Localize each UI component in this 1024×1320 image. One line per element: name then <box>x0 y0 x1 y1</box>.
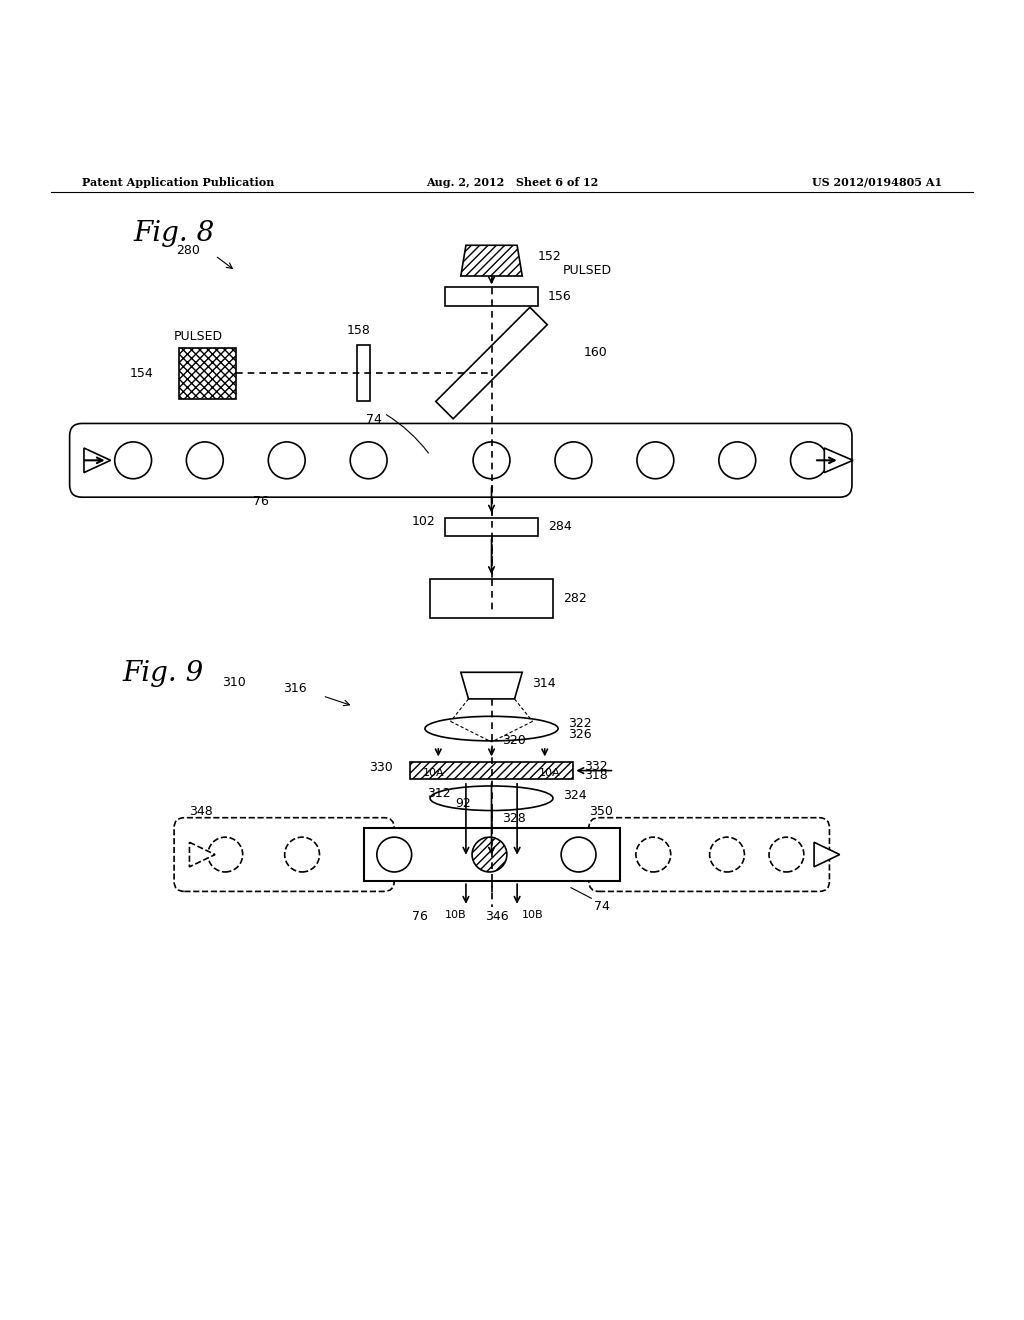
Text: 158: 158 <box>346 323 371 337</box>
Text: PULSED: PULSED <box>563 264 612 277</box>
Text: 312: 312 <box>427 787 451 800</box>
Text: 10B: 10B <box>521 909 544 920</box>
Text: 322: 322 <box>568 717 592 730</box>
Text: 154: 154 <box>130 367 154 380</box>
Polygon shape <box>461 672 522 698</box>
Text: 92: 92 <box>456 797 471 810</box>
Text: 74: 74 <box>366 413 382 425</box>
Text: 316: 316 <box>284 682 307 696</box>
Text: 324: 324 <box>563 788 587 801</box>
Bar <box>445 517 538 536</box>
Text: 156: 156 <box>548 290 571 304</box>
Text: 284: 284 <box>548 520 571 533</box>
Text: 10B: 10B <box>444 909 467 920</box>
Text: Patent Application Publication: Patent Application Publication <box>82 177 274 187</box>
Circle shape <box>472 837 507 873</box>
Text: Aug. 2, 2012   Sheet 6 of 12: Aug. 2, 2012 Sheet 6 of 12 <box>426 177 598 187</box>
Text: 74: 74 <box>594 900 610 912</box>
Text: 330: 330 <box>369 762 392 774</box>
Text: 320: 320 <box>502 734 525 747</box>
Bar <box>179 347 236 399</box>
Text: 346: 346 <box>484 909 509 923</box>
Bar <box>410 763 573 779</box>
FancyBboxPatch shape <box>589 817 829 891</box>
Text: 318: 318 <box>584 770 607 783</box>
Bar <box>445 288 538 306</box>
Text: 332: 332 <box>584 760 607 774</box>
Text: 314: 314 <box>532 677 556 690</box>
Text: 160: 160 <box>584 346 607 359</box>
Text: 282: 282 <box>563 593 587 605</box>
Text: 328: 328 <box>502 812 525 825</box>
Text: 348: 348 <box>189 805 213 817</box>
FancyBboxPatch shape <box>174 817 394 891</box>
FancyBboxPatch shape <box>70 424 852 498</box>
Text: PULSED: PULSED <box>174 330 223 343</box>
Polygon shape <box>189 842 215 867</box>
FancyBboxPatch shape <box>364 828 620 882</box>
Text: US 2012/0194805 A1: US 2012/0194805 A1 <box>812 177 942 187</box>
Text: 350: 350 <box>589 805 612 817</box>
Polygon shape <box>824 447 853 473</box>
Text: 10A: 10A <box>422 767 444 777</box>
Polygon shape <box>814 842 840 867</box>
Polygon shape <box>436 308 547 418</box>
Bar <box>430 579 553 618</box>
Text: 310: 310 <box>222 676 246 689</box>
Text: Fig. 8: Fig. 8 <box>133 219 214 247</box>
Text: 10A: 10A <box>539 767 561 777</box>
Text: 280: 280 <box>176 244 200 257</box>
Polygon shape <box>84 447 111 473</box>
Text: 76: 76 <box>412 909 428 923</box>
Text: Fig. 9: Fig. 9 <box>123 660 204 686</box>
Text: 152: 152 <box>538 251 561 264</box>
Text: 76: 76 <box>253 495 269 508</box>
Text: 102: 102 <box>412 515 435 528</box>
Text: 326: 326 <box>568 729 592 742</box>
Polygon shape <box>461 246 522 276</box>
Bar <box>357 345 370 401</box>
